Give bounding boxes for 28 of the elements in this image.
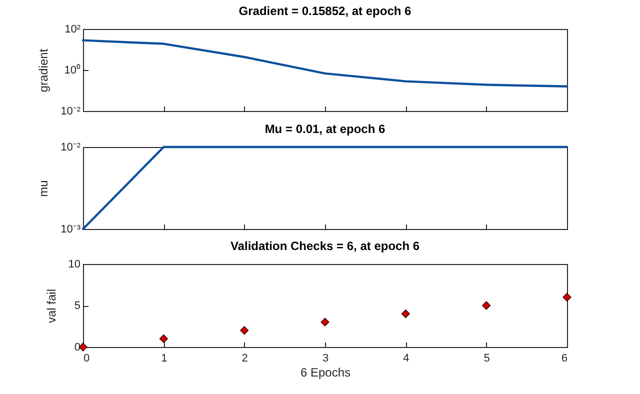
- x-tick-label: 5: [484, 352, 490, 364]
- x-tick-label: 2: [242, 352, 248, 364]
- line-series: [82, 39, 568, 88]
- y-axis-title: val fail: [44, 288, 58, 324]
- point: [482, 301, 491, 310]
- x-tick-label: 3: [322, 352, 329, 364]
- x-axis-title: 6 Epochs: [300, 366, 351, 380]
- y-tick-label: 10⁻²: [60, 106, 81, 118]
- chart-title: Validation Checks = 6, at epoch 6: [230, 239, 420, 253]
- y-tick-label: 10⁻²: [60, 142, 81, 154]
- y-axis-title: gradient: [36, 48, 51, 92]
- x-tick-label: 0: [84, 352, 90, 364]
- point: [401, 310, 410, 318]
- y-tick-label: 5: [74, 300, 80, 312]
- point: [240, 326, 249, 335]
- point: [320, 318, 330, 326]
- x-tick-label: 4: [403, 352, 410, 364]
- x-tick-label: 1: [161, 352, 168, 364]
- x-tick-label: 6: [561, 352, 568, 364]
- y-tick-label: 10²: [64, 24, 81, 36]
- chart-title: Mu = 0.01, at epoch 6: [264, 122, 386, 136]
- y-tick-label: 10⁻³: [60, 224, 81, 236]
- y-tick-label: 10⁰: [64, 64, 80, 76]
- y-tick-label: 10: [68, 258, 80, 270]
- chart-title: Gradient = 0.15852, at epoch 6: [238, 4, 412, 18]
- point: [562, 292, 572, 302]
- y-axis-title: mu: [36, 180, 51, 197]
- point: [159, 334, 168, 343]
